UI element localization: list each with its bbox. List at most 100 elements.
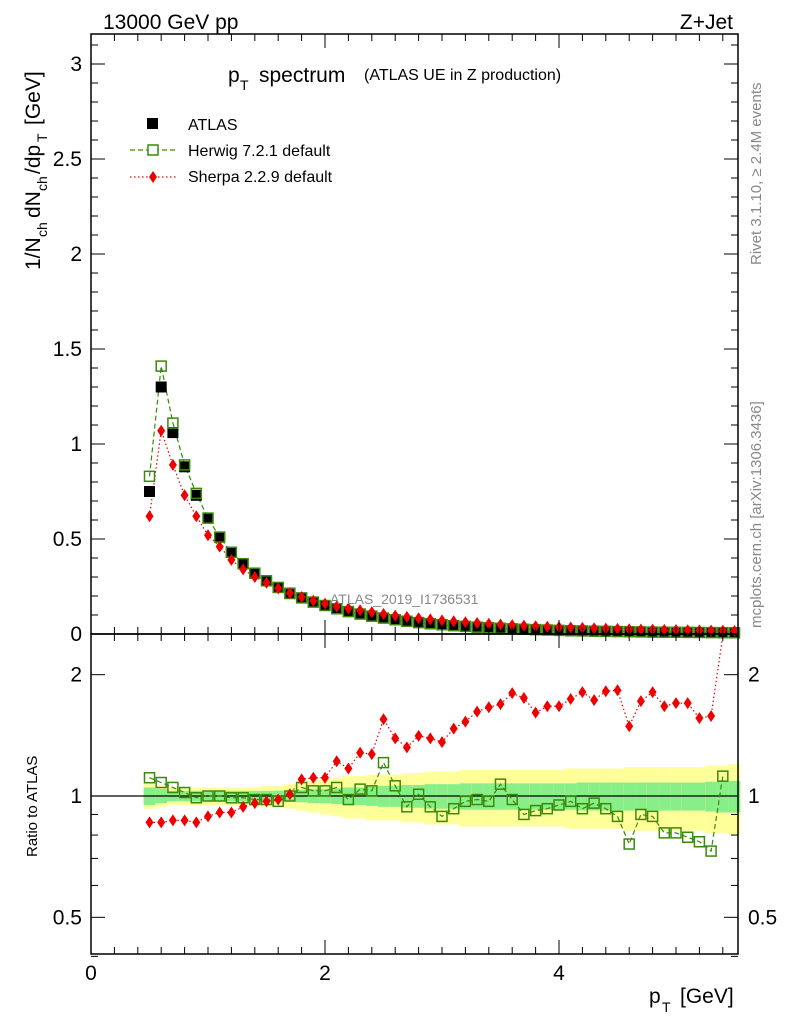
ratio-band-inner — [716, 780, 729, 813]
sherpa-main-point — [402, 610, 411, 623]
sherpa-main-point — [204, 529, 212, 542]
sherpa-ratio-point — [274, 793, 283, 806]
herwig-main-point — [155, 360, 167, 372]
legend-marker-herwig — [147, 144, 159, 156]
sherpa-main-point — [250, 571, 259, 583]
herwig-ratio-point — [564, 795, 577, 808]
sherpa-main-point — [168, 458, 177, 471]
herwig-ratio-point — [167, 781, 179, 794]
herwig-ratio-point — [658, 827, 671, 839]
sherpa-main-point — [449, 615, 458, 628]
sherpa-ratio-point — [215, 806, 224, 819]
sherpa-main-point — [391, 609, 400, 622]
sherpa-main-point — [180, 489, 189, 502]
herwig-ratio-point — [447, 802, 460, 815]
legend-marker-atlas — [147, 118, 158, 129]
sherpa-ratio-point — [250, 797, 259, 810]
title-paren: (ATLAS UE in Z production) — [364, 67, 561, 84]
sherpa-ratio-point — [168, 814, 177, 827]
legend-label-atlas: ATLAS — [188, 117, 238, 134]
sherpa-main-point — [145, 510, 154, 523]
sherpa-ratio-point — [461, 715, 470, 728]
sherpa-main-point — [321, 597, 329, 610]
sherpa-ratio-point — [367, 748, 376, 761]
sherpa-ratio-point — [239, 800, 248, 813]
y-tick-label-main: 2.5 — [53, 148, 82, 171]
sherpa-ratio-point — [157, 816, 166, 829]
herwig-main-point — [143, 470, 156, 483]
sherpa-ratio-point — [309, 771, 318, 784]
sherpa-main-point — [414, 612, 423, 625]
sherpa-ratio-point — [204, 810, 212, 823]
y-tick-label-main: 1 — [70, 433, 82, 456]
sherpa-main-point — [438, 614, 446, 627]
sherpa-main-point — [285, 587, 294, 600]
sherpa-main-point — [613, 622, 622, 635]
sherpa-ratio-point — [227, 806, 236, 819]
atlas-main-point — [179, 461, 191, 473]
title-spectrum: spectrum — [259, 64, 345, 87]
herwig-ratio-point — [541, 802, 554, 815]
x-label-p: p — [649, 985, 661, 1008]
x-tick-label: 0 — [85, 962, 97, 985]
sherpa-main-point — [636, 623, 645, 636]
herwig-ratio-point — [576, 802, 589, 815]
sherpa-main-point — [426, 613, 435, 626]
atlas-main-point — [155, 381, 167, 393]
sherpa-ratio-point — [484, 701, 493, 714]
sherpa-ratio-point — [414, 729, 423, 742]
herwig-ratio-point — [588, 797, 600, 809]
sherpa-ratio-point — [695, 712, 704, 725]
sherpa-ratio-point — [648, 686, 657, 699]
sherpa-main-point — [215, 540, 224, 553]
sherpa-ratio-point — [683, 697, 692, 710]
sherpa-ratio-point — [672, 697, 680, 710]
y-tick-label-main: 2 — [70, 243, 82, 266]
plot-title: p T spectrum (ATLAS UE in Z production) — [228, 64, 561, 93]
sherpa-ratio-point — [508, 687, 517, 700]
herwig-ratio-point — [670, 827, 682, 839]
herwig-ratio-point — [553, 799, 565, 811]
atlas-main-point — [144, 486, 155, 497]
herwig-ratio-point — [518, 808, 530, 821]
herwig-ratio-point — [178, 786, 191, 799]
herwig-ratio-point — [319, 785, 331, 797]
mcplots-label: mcplots.cern.ch [arXiv:1306.3436] — [748, 401, 765, 628]
x-tick-label: 4 — [553, 962, 565, 985]
sherpa-main-point — [461, 616, 470, 629]
sherpa-main-point — [297, 590, 306, 603]
sherpa-ratio-point — [707, 709, 716, 722]
y-label-part-g: [GeV] — [22, 71, 45, 125]
sherpa-ratio-point — [519, 692, 528, 705]
sherpa-main-point — [543, 620, 552, 633]
herwig-ratio-point — [143, 771, 156, 784]
rivet-label: Rivet 3.1.10, ≥ 2.4M events — [748, 83, 765, 266]
herwig-main-point — [167, 417, 179, 429]
herwig-ratio-point — [623, 838, 635, 850]
sherpa-ratio-point — [356, 746, 365, 759]
ratio-band-inner — [705, 781, 717, 812]
herwig-ratio-point — [330, 781, 343, 794]
title-sub: T — [240, 77, 249, 93]
herwig-ratio-point — [494, 778, 507, 790]
y-tick-label-ratio-right: 0.5 — [748, 906, 777, 929]
sherpa-ratio-point — [601, 685, 610, 698]
sherpa-ratio-point — [332, 755, 341, 768]
herwig-ratio-point — [646, 810, 659, 823]
x-axis-label: p T [GeV] — [649, 985, 734, 1015]
sherpa-ratio-point — [438, 736, 446, 749]
sherpa-main-point — [227, 553, 236, 566]
y-tick-label-main: 1.5 — [53, 338, 82, 361]
y-axis-label-ratio: Ratio to ATLAS — [24, 756, 41, 857]
herwig-ratio-point — [401, 801, 413, 813]
sherpa-ratio-point — [145, 816, 154, 829]
y-label-part-e: /dp — [22, 145, 45, 174]
herwig-ratio-point — [377, 756, 390, 769]
legend-label-sherpa: Sherpa 2.2.9 default — [188, 169, 333, 186]
ratio-band-inner — [728, 780, 741, 813]
sherpa-main-point — [192, 510, 201, 523]
sherpa-main-point — [344, 602, 353, 615]
y-tick-label-ratio-left: 2 — [70, 664, 82, 687]
legend-label-herwig: Herwig 7.2.1 default — [188, 143, 331, 160]
